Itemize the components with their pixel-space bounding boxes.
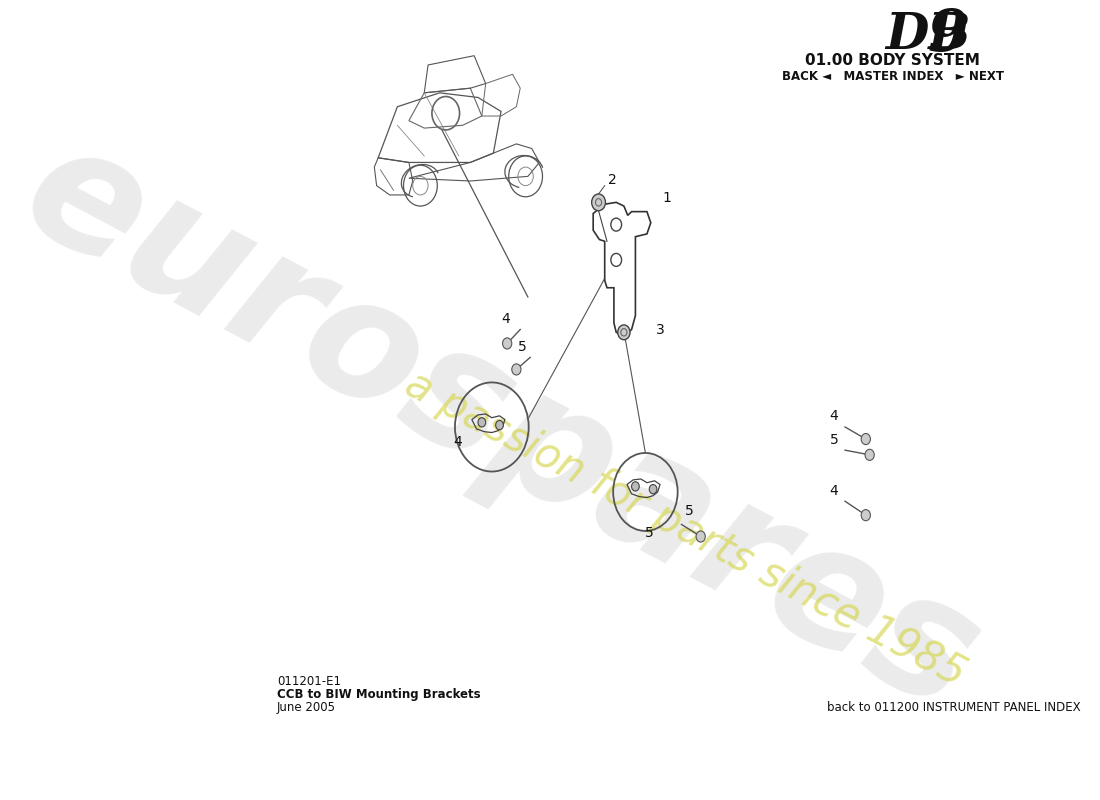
Text: BACK ◄   MASTER INDEX   ► NEXT: BACK ◄ MASTER INDEX ► NEXT	[782, 70, 1003, 82]
Text: back to 011200 INSTRUMENT PANEL INDEX: back to 011200 INSTRUMENT PANEL INDEX	[827, 701, 1081, 714]
Text: CCB to BIW Mounting Brackets: CCB to BIW Mounting Brackets	[277, 688, 481, 701]
Text: eurospares: eurospares	[0, 108, 1004, 746]
Circle shape	[496, 421, 504, 430]
Text: 01.00 BODY SYSTEM: 01.00 BODY SYSTEM	[805, 53, 980, 68]
Circle shape	[592, 194, 605, 210]
Circle shape	[861, 510, 870, 521]
Text: 9: 9	[927, 7, 968, 63]
Text: 5: 5	[829, 433, 838, 446]
Circle shape	[478, 418, 486, 427]
Text: a passion for parts since 1985: a passion for parts since 1985	[398, 363, 972, 695]
Text: June 2005: June 2005	[277, 701, 336, 714]
Text: 5: 5	[518, 340, 527, 354]
Text: 5: 5	[685, 504, 694, 518]
Text: 4: 4	[453, 434, 462, 449]
Circle shape	[503, 338, 512, 349]
Text: 011201-E1: 011201-E1	[277, 675, 341, 688]
Circle shape	[649, 485, 657, 494]
Text: 3: 3	[656, 323, 664, 337]
Text: 4: 4	[829, 484, 838, 498]
Text: 4: 4	[829, 409, 838, 422]
Circle shape	[861, 434, 870, 445]
Text: 2: 2	[608, 173, 616, 186]
Text: 1: 1	[662, 191, 671, 206]
Circle shape	[865, 450, 874, 460]
Circle shape	[618, 325, 630, 340]
Text: 5: 5	[646, 526, 654, 539]
Circle shape	[512, 364, 521, 375]
Circle shape	[696, 531, 705, 542]
Circle shape	[631, 482, 639, 491]
Text: 4: 4	[500, 312, 509, 326]
Text: DB: DB	[886, 10, 970, 60]
